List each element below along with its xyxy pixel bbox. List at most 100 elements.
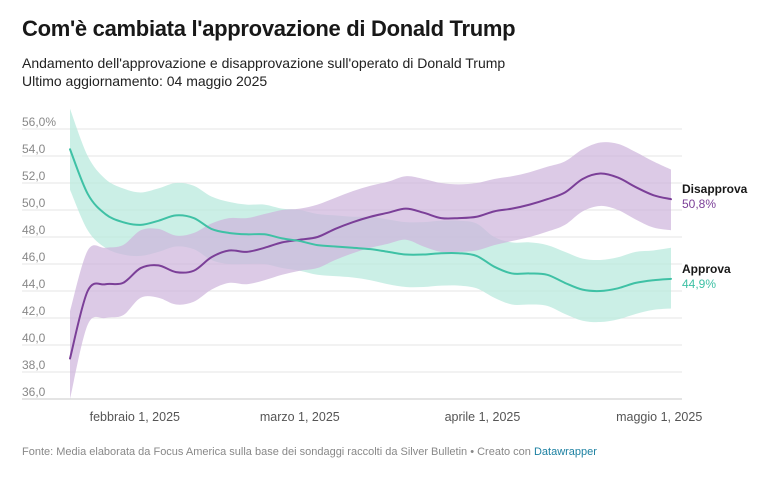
- approva-line: [69, 148, 672, 293]
- y-tick-label: 36,0: [22, 385, 46, 399]
- disapprova-point: [314, 234, 320, 240]
- x-tick-label: maggio 1, 2025: [616, 410, 702, 424]
- x-axis-tick-labels: febbraio 1, 2025 marzo 1, 2025 aprile 1, 2…: [90, 410, 703, 424]
- approva-point: [580, 287, 586, 293]
- y-tick-label: 40,0: [22, 331, 46, 345]
- approva-point: [191, 215, 197, 221]
- subtitle-line-2: Ultimo aggiornamento: 04 maggio 2025: [22, 73, 268, 89]
- disapprova-point: [509, 206, 515, 212]
- approva-point: [456, 250, 462, 256]
- approva-point: [403, 252, 409, 258]
- approva-point: [438, 250, 444, 256]
- y-tick-label: 44,0: [22, 277, 46, 291]
- y-tick-label: 52,0: [22, 169, 46, 183]
- disapprova-point: [138, 265, 144, 271]
- approva-label: Approva: [682, 262, 731, 276]
- y-tick-label: 46,0: [22, 250, 46, 264]
- approva-point: [650, 277, 656, 283]
- y-tick-label: 38,0: [22, 358, 46, 372]
- approva-point: [597, 288, 603, 294]
- disapprova-point: [102, 281, 108, 287]
- x-tick-label: marzo 1, 2025: [260, 410, 340, 424]
- disapprova-point: [580, 176, 586, 182]
- approva-point: [668, 276, 674, 282]
- approva-point: [491, 264, 497, 270]
- disapprova-point: [421, 210, 427, 216]
- disapprova-point: [668, 196, 674, 202]
- x-tick-label: aprile 1, 2025: [445, 410, 521, 424]
- approva-point: [332, 243, 338, 249]
- disapprova-point: [120, 280, 126, 286]
- x-tick-label: febbraio 1, 2025: [90, 410, 180, 424]
- approva-point: [244, 231, 250, 237]
- source-text: Fonte: Media elaborata da Focus America …: [22, 446, 531, 458]
- disapprova-point: [261, 245, 267, 251]
- approva-point: [509, 270, 515, 276]
- approva-point: [261, 231, 267, 237]
- disapprova-line: [69, 172, 672, 360]
- approva-point: [67, 146, 73, 152]
- approva-point: [615, 285, 621, 291]
- disapprova-point: [208, 254, 214, 260]
- disapprova-point: [67, 356, 73, 362]
- approva-point: [562, 280, 568, 286]
- approva-point: [138, 222, 144, 228]
- approva-point: [474, 253, 480, 259]
- series-lines: [67, 146, 674, 362]
- approva-point: [544, 272, 550, 278]
- disapprova-point: [385, 210, 391, 216]
- approva-point: [421, 252, 427, 258]
- disapprova-point: [226, 248, 232, 254]
- approva-point: [85, 191, 91, 197]
- approva-band: [70, 108, 671, 323]
- subtitle-line-1: Andamento dell'approvazione e disapprova…: [22, 55, 506, 71]
- disapprova-point: [597, 171, 603, 177]
- chart-subtitle: Andamento dell'approvazione e disapprova…: [22, 54, 505, 90]
- approva-point: [527, 270, 533, 276]
- approva-point: [102, 211, 108, 217]
- y-tick-label: 48,0: [22, 223, 46, 237]
- approva-point: [350, 245, 356, 251]
- approva-point: [385, 249, 391, 255]
- chart-title: Com'è cambiata l'approvazione di Donald …: [22, 16, 516, 41]
- disapprova-point: [332, 226, 338, 232]
- disapprova-point: [173, 269, 179, 275]
- approva-point: [314, 242, 320, 248]
- approva-point: [226, 230, 232, 236]
- approva-point: [368, 246, 374, 252]
- disapprova-point: [438, 215, 444, 221]
- disapprova-point: [474, 214, 480, 220]
- disapprova-point: [350, 219, 356, 225]
- approva-point: [297, 238, 303, 244]
- disapprova-point: [633, 184, 639, 190]
- disapprova-point: [85, 288, 91, 294]
- y-tick-label: 54,0: [22, 142, 46, 156]
- disapprova-point: [244, 249, 250, 255]
- y-tick-label: 42,0: [22, 304, 46, 318]
- confidence-bands: [70, 108, 671, 399]
- approva-point: [279, 235, 285, 241]
- disapprova-point: [456, 215, 462, 221]
- disapprova-point: [650, 192, 656, 198]
- datawrapper-link[interactable]: Datawrapper: [533, 446, 597, 458]
- disapprova-point: [403, 206, 409, 212]
- disapprova-point: [527, 202, 533, 208]
- disapprova-point: [615, 175, 621, 181]
- disapprova-point: [368, 214, 374, 220]
- disapprova-point: [191, 268, 197, 274]
- approva-point: [155, 218, 161, 224]
- disapprova-point: [155, 262, 161, 268]
- source-footer: Fonte: Media elaborata da Focus America …: [22, 446, 597, 458]
- disapprova-point: [562, 189, 568, 195]
- approva-value-label: 44,9%: [682, 277, 716, 291]
- approva-point: [633, 280, 639, 286]
- disapprova-label: Disapprova: [682, 182, 748, 196]
- disapprova-point: [491, 208, 497, 214]
- disapprova-point: [544, 196, 550, 202]
- y-axis-tick-labels: 56,0% 54,0 52,0 50,0 48,0 46,0 44,0 42,0 40,0 38,…: [22, 115, 56, 399]
- approva-point: [208, 226, 214, 232]
- approva-point: [173, 212, 179, 218]
- approva-point: [120, 219, 126, 225]
